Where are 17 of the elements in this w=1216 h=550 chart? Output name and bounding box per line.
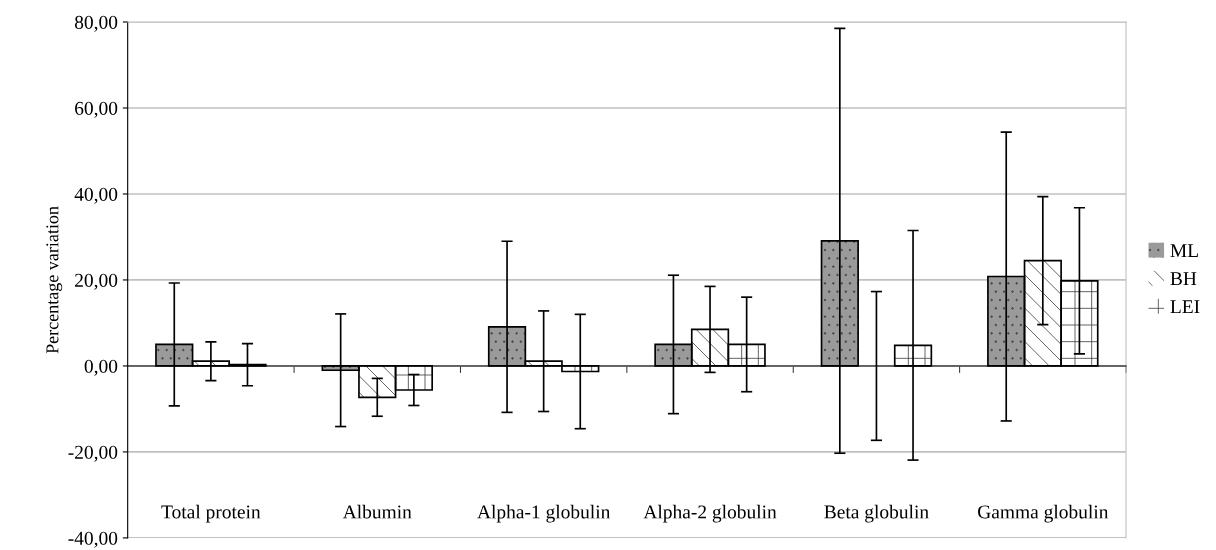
y-tick-label: -40,00 (68, 531, 118, 548)
legend-label: ML (1170, 244, 1198, 257)
y-tick-label: 40,00 (74, 187, 118, 204)
x-tick-label: Alpha-1 globulin (477, 504, 611, 523)
x-tick-label: Beta globulin (824, 504, 929, 523)
y-tick-label: 80,00 (74, 15, 118, 32)
x-tick-label: Albumin (342, 504, 412, 519)
x-tick-label: Total protein (161, 504, 261, 523)
y-tick-label: 60,00 (75, 101, 118, 118)
x-tick-label: Gamma globulin (978, 504, 1109, 523)
y-axis-title: Percentage variation (46, 206, 63, 354)
legend-label: LEI (1170, 300, 1200, 314)
y-tick-label: 20,00 (75, 273, 118, 290)
legend-label: BH (1170, 272, 1197, 286)
x-tick-label: Alpha-2 globulin (643, 504, 777, 523)
y-tick-label: 0,00 (84, 359, 118, 376)
y-tick-label: -20,00 (68, 445, 118, 462)
